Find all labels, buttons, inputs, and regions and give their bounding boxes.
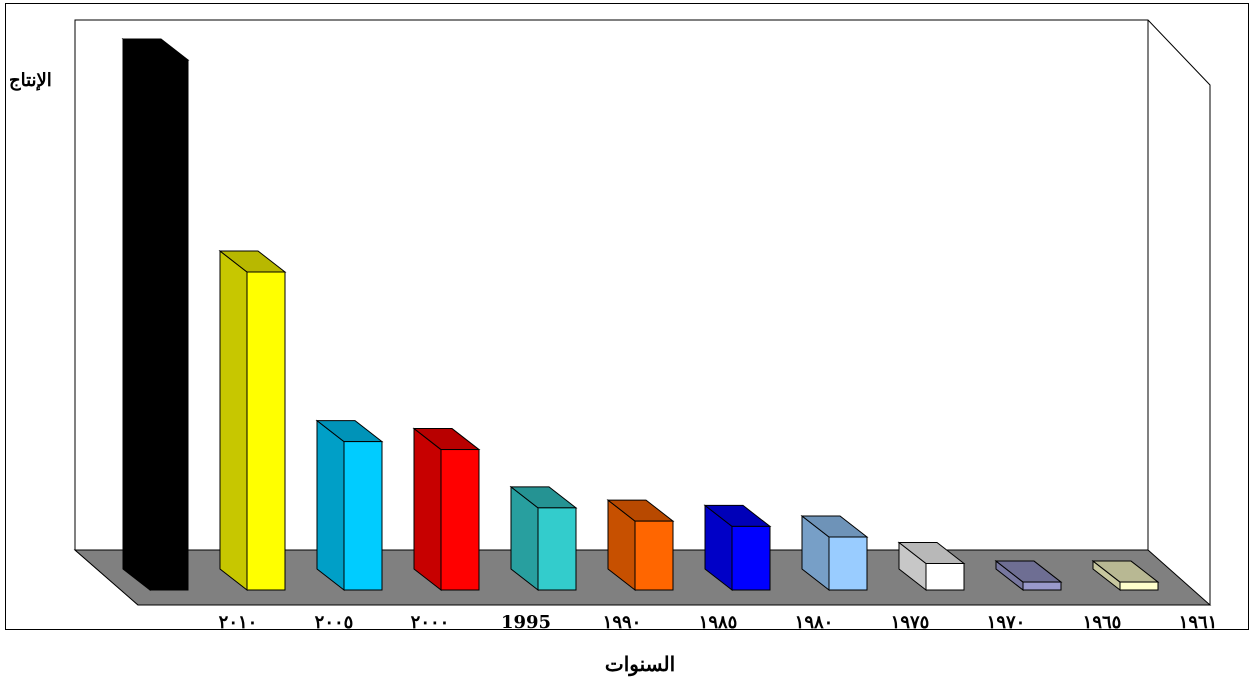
- bar-2: [315, 419, 384, 592]
- bar-front: [149, 59, 189, 591]
- bar-4: [509, 485, 578, 592]
- bar-front: [731, 525, 771, 591]
- bar-front: [537, 507, 577, 591]
- bar-8: [897, 541, 966, 592]
- x-tick-label: ١٩٦١: [1179, 612, 1218, 633]
- bar-front: [343, 441, 383, 591]
- x-tick-label: ١٩٨٠: [795, 612, 834, 633]
- y-axis-label: الإنتاج: [9, 70, 52, 91]
- x-tick-label: ٢٠٠٠: [411, 612, 450, 633]
- bar-front: [246, 271, 286, 591]
- bar-0: [121, 37, 190, 592]
- bar-front: [1022, 581, 1062, 591]
- bar-6: [703, 504, 772, 592]
- x-tick-label: 1995: [501, 612, 551, 633]
- x-axis-label: السنوات: [604, 652, 676, 676]
- x-tick-label: ٢٠٠٥: [315, 612, 354, 633]
- x-tick-labels: ٢٠١٠ ٢٠٠٥ ٢٠٠٠ 1995 ١٩٩٠ ١٩٨٥ ١٩٨٠ ١٩٧٥ ١٩٧٠ ١٩٦٥…: [219, 612, 1218, 633]
- chart-frame: [5, 3, 1249, 630]
- x-tick-label: ١٩٧٥: [891, 612, 930, 633]
- bar-10: [1091, 560, 1160, 592]
- bar-side: [316, 419, 345, 592]
- bar-side: [122, 37, 151, 592]
- bar-front: [828, 536, 868, 591]
- bar-7: [800, 514, 869, 592]
- bar-front: [440, 449, 480, 591]
- bar-1: [218, 249, 287, 592]
- bar-front: [634, 520, 674, 591]
- x-tick-label: ١٩٩٠: [603, 612, 642, 633]
- x-tick-label: ١٩٦٥: [1083, 612, 1122, 633]
- bar-side: [219, 249, 248, 592]
- bar-front: [925, 563, 965, 591]
- bar-9: [994, 560, 1063, 592]
- x-tick-label: ٢٠١٠: [219, 612, 258, 633]
- x-tick-label: ١٩٨٥: [699, 612, 738, 633]
- x-tick-label: ١٩٧٠: [987, 612, 1026, 633]
- bar-5: [606, 499, 675, 592]
- bar-front: [1119, 581, 1159, 591]
- bar-side: [413, 427, 442, 592]
- bars-group: [121, 37, 1160, 592]
- bar-3: [412, 427, 481, 592]
